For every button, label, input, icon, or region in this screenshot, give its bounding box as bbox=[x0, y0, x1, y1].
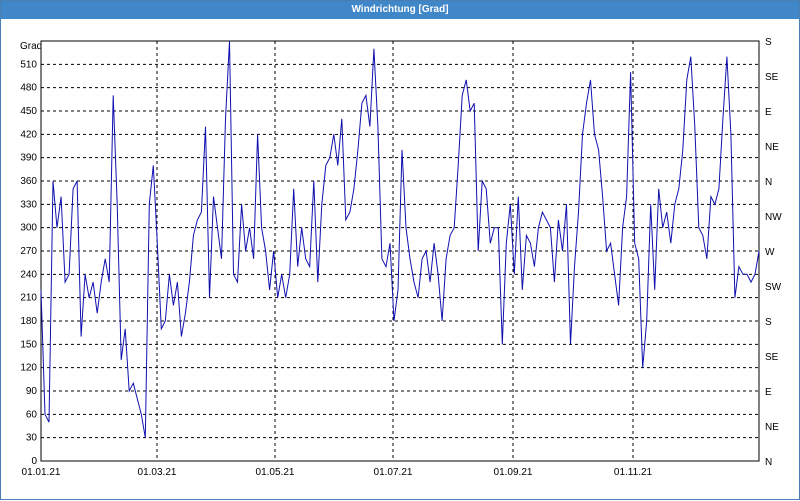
right-axis-label: NE bbox=[765, 422, 779, 433]
right-axis-label: NW bbox=[765, 212, 782, 223]
y-tick-label: 360 bbox=[20, 176, 37, 187]
right-axis-label: N bbox=[765, 457, 772, 468]
right-axis-labels: N NE E SE S SW W NW N NE E SE S bbox=[765, 37, 782, 468]
y-tick-label: 210 bbox=[20, 293, 37, 304]
y-tick-label: 90 bbox=[26, 386, 38, 397]
x-tick-label: 01.11.21 bbox=[614, 467, 653, 478]
y-tick-labels: 0 30 60 90 120 150 180 210 240 270 300 330 360 390 420… bbox=[20, 59, 37, 467]
y-tick-label: 270 bbox=[20, 246, 37, 257]
y-tick-label: 420 bbox=[20, 129, 37, 140]
right-axis-label: SE bbox=[765, 352, 779, 363]
y-tick-label: 120 bbox=[20, 363, 37, 374]
y-tick-label: 480 bbox=[20, 83, 37, 94]
right-axis-label: E bbox=[765, 387, 772, 398]
y-tick-label: 30 bbox=[26, 433, 38, 444]
y-tick-label: 240 bbox=[20, 269, 37, 280]
y-tick-label: 60 bbox=[26, 409, 38, 420]
x-tick-label: 01.09.21 bbox=[494, 467, 533, 478]
right-axis-label: NE bbox=[765, 142, 779, 153]
x-tick-label: 01.03.21 bbox=[138, 467, 177, 478]
x-tick-labels: 01.01.21 01.03.21 01.05.21 01.07.21 01.09.21… bbox=[22, 467, 653, 478]
x-tick-label: 01.05.21 bbox=[256, 467, 295, 478]
x-tick-label: 01.07.21 bbox=[374, 467, 413, 478]
y-tick-label: 390 bbox=[20, 153, 37, 164]
y-tick-label: 180 bbox=[20, 316, 37, 327]
y-tick-label: 300 bbox=[20, 223, 37, 234]
y-tick-label: 0 bbox=[31, 456, 37, 467]
right-axis-label: E bbox=[765, 107, 772, 118]
right-axis-label: W bbox=[765, 247, 775, 258]
right-axis-label: S bbox=[765, 37, 772, 48]
y-tick-label: 510 bbox=[20, 59, 37, 70]
right-axis-label: N bbox=[765, 177, 772, 188]
right-axis-label: SE bbox=[765, 72, 779, 83]
y-tick-label: 450 bbox=[20, 106, 37, 117]
right-axis-label: SW bbox=[765, 282, 782, 293]
right-axis-label: S bbox=[765, 317, 772, 328]
y-axis-label: Grad bbox=[20, 41, 42, 52]
window-title: Windrichtung [Grad] bbox=[1, 1, 799, 19]
series-line bbox=[40, 40, 760, 438]
y-tick-label: 330 bbox=[20, 199, 37, 210]
x-tick-label: 01.01.21 bbox=[22, 467, 61, 478]
y-tick-label: 150 bbox=[20, 339, 37, 350]
